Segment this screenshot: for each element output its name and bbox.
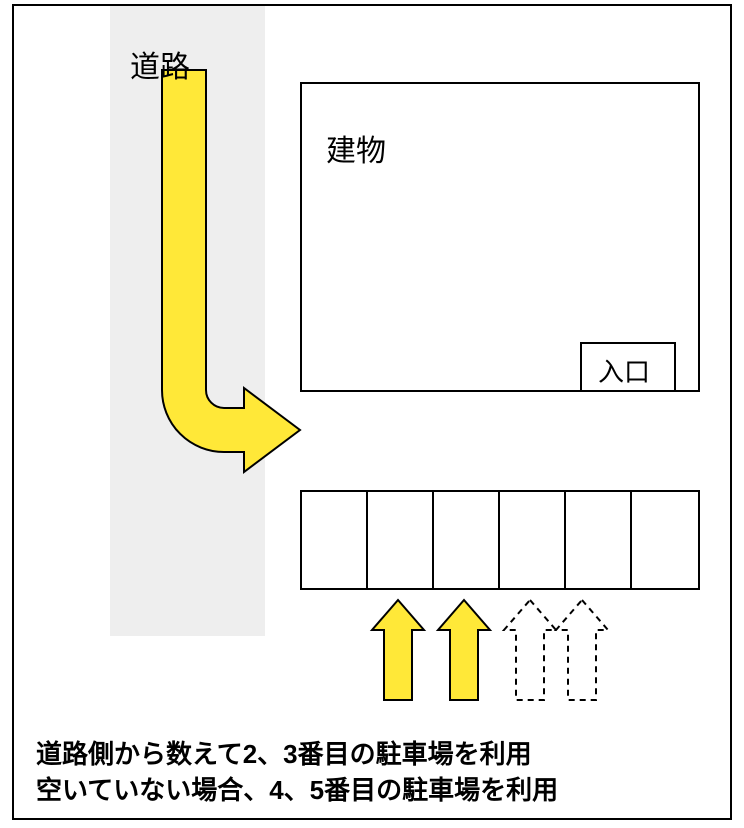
parking-row: [300, 490, 700, 590]
caption-line1: 道路側から数えて2、3番目の駐車場を利用: [36, 736, 558, 772]
parking-slot: [434, 492, 500, 588]
caption-text: 道路側から数えて2、3番目の駐車場を利用 空いていない場合、4、5番目の駐車場を…: [36, 736, 558, 809]
road-label: 道路: [130, 42, 190, 86]
parking-slot: [632, 492, 698, 588]
parking-slot: [500, 492, 566, 588]
parking-slot: [302, 492, 368, 588]
diagram-canvas: 道路 建物 入口 道路側から数えて2、3番目の駐車場を利用 空いていない場合、4…: [0, 0, 744, 828]
parking-slot: [368, 492, 434, 588]
entrance-label: 入口: [598, 352, 650, 389]
caption-line2: 空いていない場合、4、5番目の駐車場を利用: [36, 772, 558, 808]
parking-slot: [566, 492, 632, 588]
building-label: 建物: [326, 126, 386, 170]
